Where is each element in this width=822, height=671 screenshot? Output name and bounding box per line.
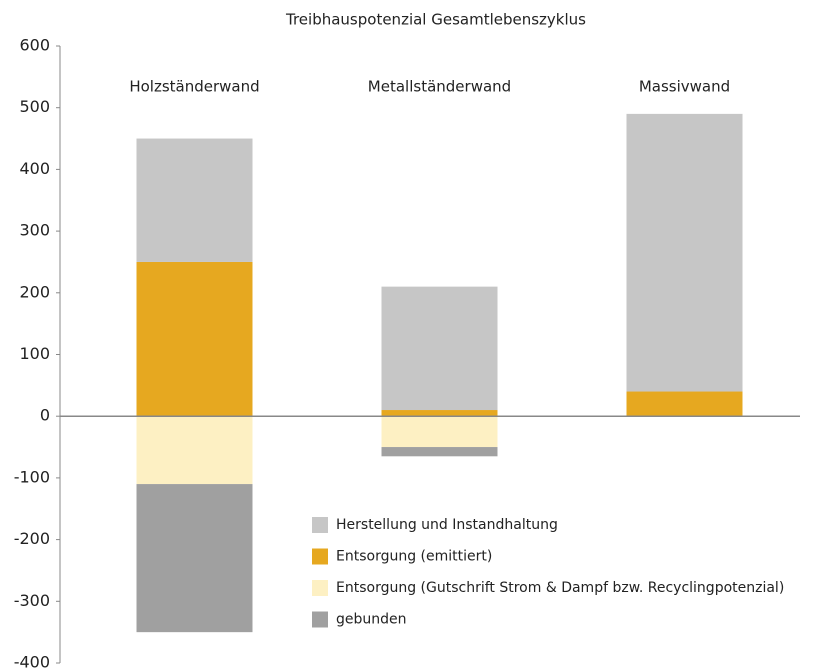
y-tick-label: -200 (14, 529, 50, 548)
bar-segment (381, 416, 498, 448)
y-tick-label: 500 (19, 97, 50, 116)
y-tick-label: 0 (40, 406, 50, 425)
y-tick-label: 100 (19, 344, 50, 363)
legend-swatch (312, 611, 328, 628)
bar-segment (136, 138, 253, 262)
y-tick-label: 600 (19, 36, 50, 55)
bar-segment (136, 416, 253, 485)
legend-label: gebunden (336, 612, 407, 628)
bar-segment (626, 113, 743, 392)
legend-swatch (312, 548, 328, 565)
legend-swatch (312, 580, 328, 596)
legend-swatch (312, 517, 328, 533)
y-tick-label: 400 (19, 159, 50, 178)
category-label: Metallständerwand (368, 78, 511, 96)
legend-label: Herstellung und Instandhaltung (336, 517, 558, 533)
y-tick-label: 200 (19, 282, 50, 301)
y-tick-label: -400 (14, 653, 50, 671)
y-tick-label: 300 (19, 221, 50, 240)
chart-title: Treibhauspotenzial Gesamtlebenszyklus (285, 11, 586, 29)
bar-segment (626, 391, 743, 417)
bar-segment (136, 261, 253, 417)
category-label: Massivwand (639, 78, 730, 96)
bar-segment (136, 484, 253, 633)
bar-segment (381, 447, 498, 457)
y-tick-label: -100 (14, 467, 50, 486)
bar-segment (381, 286, 498, 411)
legend-label: Entsorgung (emittiert) (336, 549, 492, 565)
category-label: Holzständerwand (129, 78, 259, 96)
legend-label: Entsorgung (Gutschrift Strom & Dampf bzw… (336, 580, 784, 596)
bar-segment (381, 410, 498, 417)
y-tick-label: -300 (14, 591, 50, 610)
